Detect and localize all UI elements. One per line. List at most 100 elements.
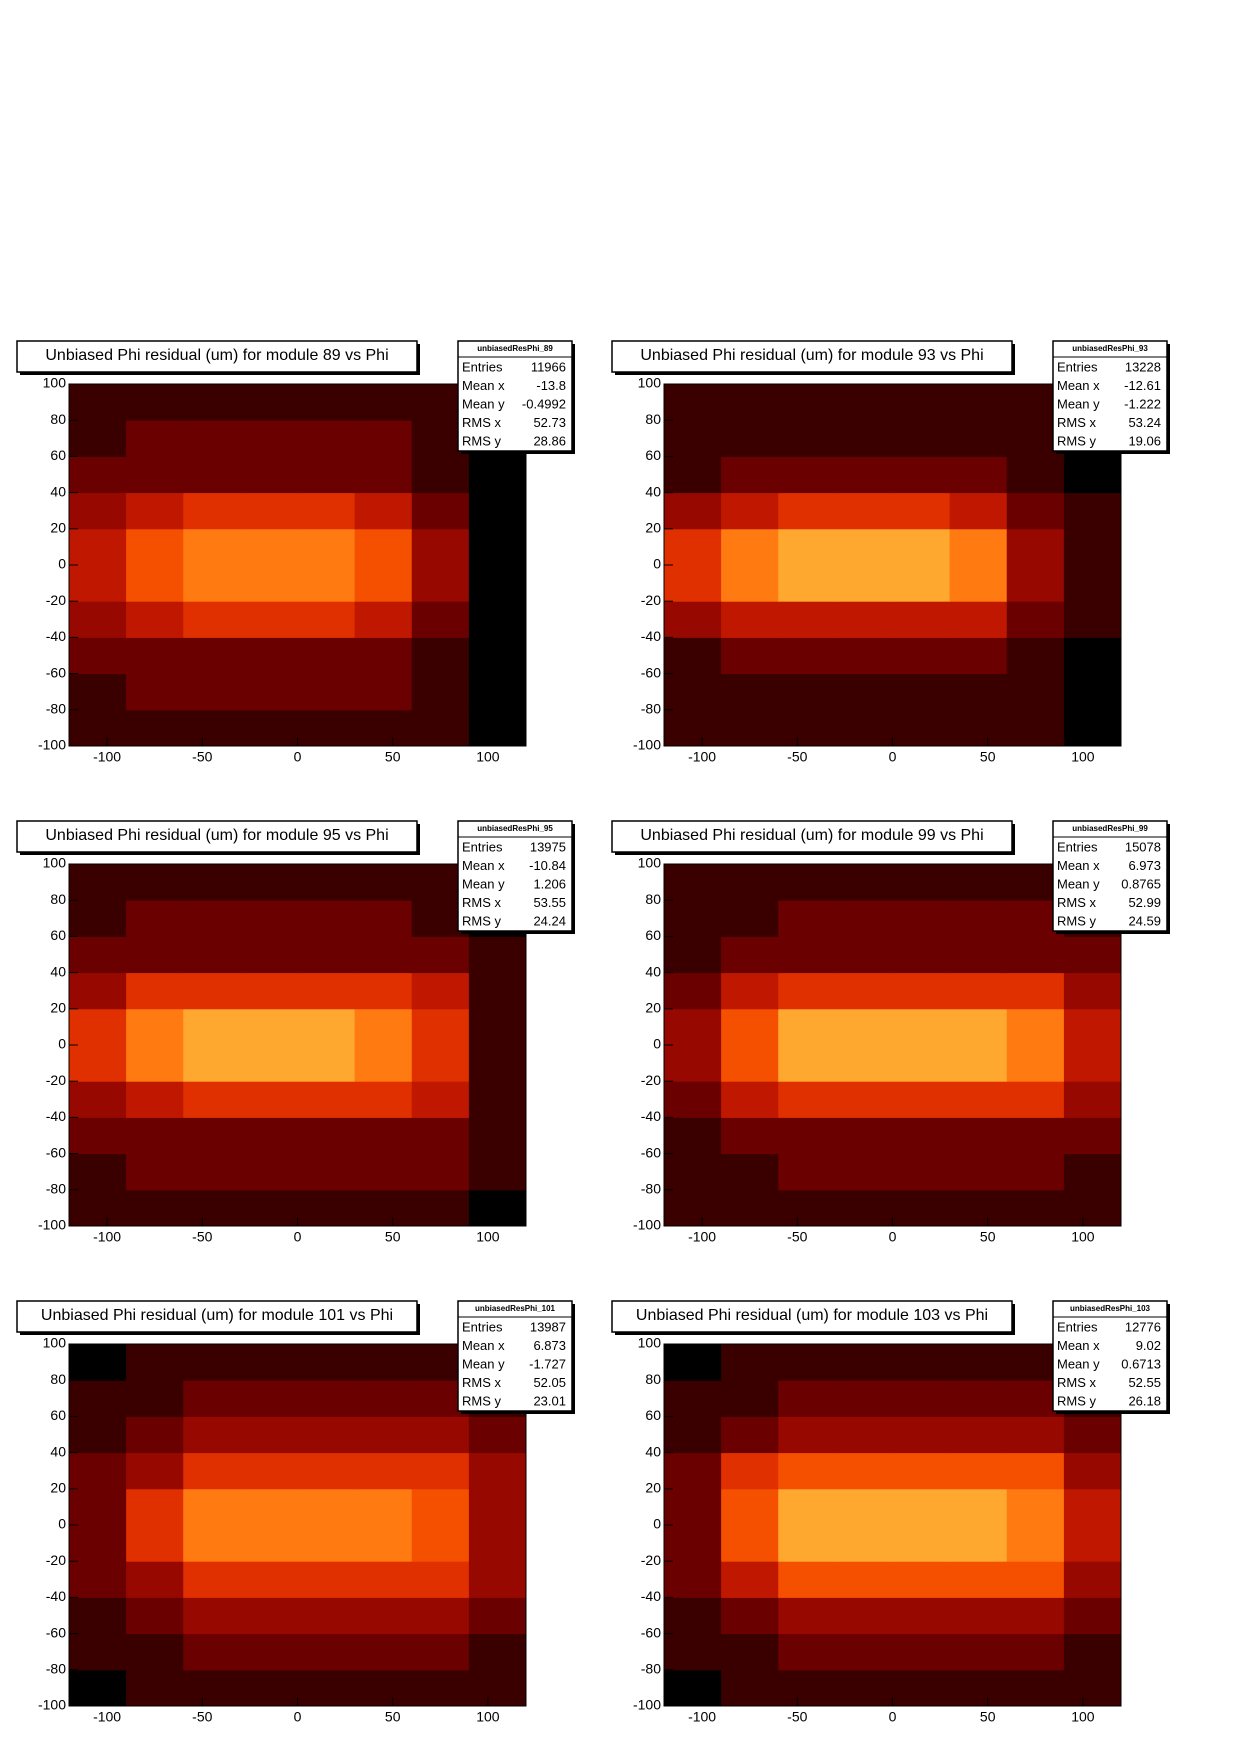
heat-cell (664, 1633, 722, 1671)
y-tick-label: 40 (50, 483, 66, 499)
heat-cell (297, 936, 356, 974)
heat-cell (69, 972, 127, 1010)
heat-cell (949, 936, 1008, 974)
heat-cell (468, 1669, 527, 1707)
stats-value: -12.61 (1124, 378, 1161, 393)
y-tick-label: 0 (653, 1036, 661, 1052)
y-tick-label: -60 (641, 1144, 661, 1160)
heat-cell (183, 601, 241, 638)
y-tick-label: -20 (46, 592, 66, 608)
heat-cell (892, 864, 951, 901)
heat-cell (1063, 637, 1122, 675)
heat-cell (411, 673, 470, 711)
heat-cell (721, 565, 779, 602)
heat-cell (1063, 1189, 1122, 1227)
heat-cell (835, 456, 893, 494)
heat-cell (892, 1416, 951, 1454)
heat-cell (835, 1008, 893, 1046)
heat-cell (297, 492, 356, 530)
heat-cell (949, 1344, 1008, 1381)
heat-cell (892, 1045, 951, 1082)
heat-cell (240, 1633, 298, 1671)
heat-cell (892, 1597, 951, 1635)
heat-cell (411, 1633, 470, 1671)
title-box (611, 340, 1013, 373)
heat-cell (1006, 1081, 1065, 1118)
heat-cell (468, 673, 527, 711)
chart: -100 -50 0 50 100 -100 -80 -60 -40 -20 0 20 40 60 80 10… (611, 340, 1170, 765)
heat-cell (949, 1452, 1008, 1490)
heat-cell (949, 1561, 1008, 1598)
y-tick-label: 100 (43, 1335, 67, 1351)
heat-cell (778, 864, 836, 901)
heat-cell (411, 1189, 470, 1227)
heat-cell (183, 900, 241, 937)
heat-cell (1063, 1488, 1122, 1526)
heat-cell (411, 1525, 470, 1562)
heat-cell (240, 1045, 298, 1082)
heat-cell (468, 1452, 527, 1490)
heat-cell (721, 936, 779, 974)
heat-cell (1006, 1597, 1065, 1635)
stats-label: RMS x (1057, 1375, 1097, 1390)
heat-cell (240, 1597, 298, 1635)
stats-box (1052, 1300, 1168, 1412)
heat-cell (778, 565, 836, 602)
stats-label: Entries (462, 359, 503, 374)
heat-cell (126, 384, 184, 421)
heat-cell (354, 1416, 413, 1454)
heat-cell (240, 900, 298, 937)
stats-value: 13228 (1125, 359, 1161, 374)
title-box (611, 1300, 1013, 1333)
heat-cell (835, 1153, 893, 1191)
heat-cell (297, 1008, 356, 1046)
heat-cell (183, 1008, 241, 1046)
heat-cell (468, 1525, 527, 1562)
y-tick-label: 100 (638, 375, 662, 391)
heat-cell (354, 528, 413, 566)
title-box (611, 820, 1013, 853)
heat-cell (664, 1117, 722, 1155)
y-tick-label: 20 (50, 1000, 66, 1016)
stats-value: 9.02 (1136, 1338, 1161, 1353)
heat-cell (183, 420, 241, 457)
heat-cell (69, 673, 127, 711)
stats-label: Mean x (462, 858, 505, 873)
stats-label: RMS y (462, 1393, 502, 1408)
heat-cell (721, 1081, 779, 1118)
heat-cell (183, 1488, 241, 1526)
y-tick-label: 20 (50, 520, 66, 536)
heat-cell (240, 565, 298, 602)
stats-name: unbiasedResPhi_101 (475, 1304, 556, 1313)
heat-cell (664, 1008, 722, 1046)
heat-cell (183, 1153, 241, 1191)
stats-label: Mean x (462, 378, 505, 393)
heat-cell (240, 528, 298, 566)
heat-cell (240, 1344, 298, 1381)
heat-cell (354, 1525, 413, 1562)
heat-cell (835, 673, 893, 711)
heat-cell (721, 1344, 779, 1381)
stats-name: unbiasedResPhi_99 (1072, 824, 1148, 833)
heat-cell (949, 1633, 1008, 1671)
heat-cell (778, 528, 836, 566)
stats-value: 52.05 (533, 1375, 566, 1390)
stats-label: Entries (1057, 359, 1098, 374)
heat-cell (949, 1380, 1008, 1417)
heat-cell (721, 1189, 779, 1227)
heat-cell (354, 1008, 413, 1046)
heat-cell (664, 601, 722, 638)
heat-cell (835, 1633, 893, 1671)
heat-cell (183, 384, 241, 421)
heat-cell (835, 1344, 893, 1381)
heat-cell (69, 1633, 127, 1671)
stats-value: 1.206 (533, 876, 566, 891)
x-tick-label: 50 (980, 749, 996, 765)
x-tick-label: 50 (385, 749, 401, 765)
heat-cell (354, 1081, 413, 1118)
y-tick-label: 100 (43, 855, 67, 871)
y-tick-label: 0 (58, 1036, 66, 1052)
stats-value: 53.55 (533, 895, 566, 910)
heat-cell (354, 1452, 413, 1490)
stats-label: Entries (462, 1319, 503, 1334)
